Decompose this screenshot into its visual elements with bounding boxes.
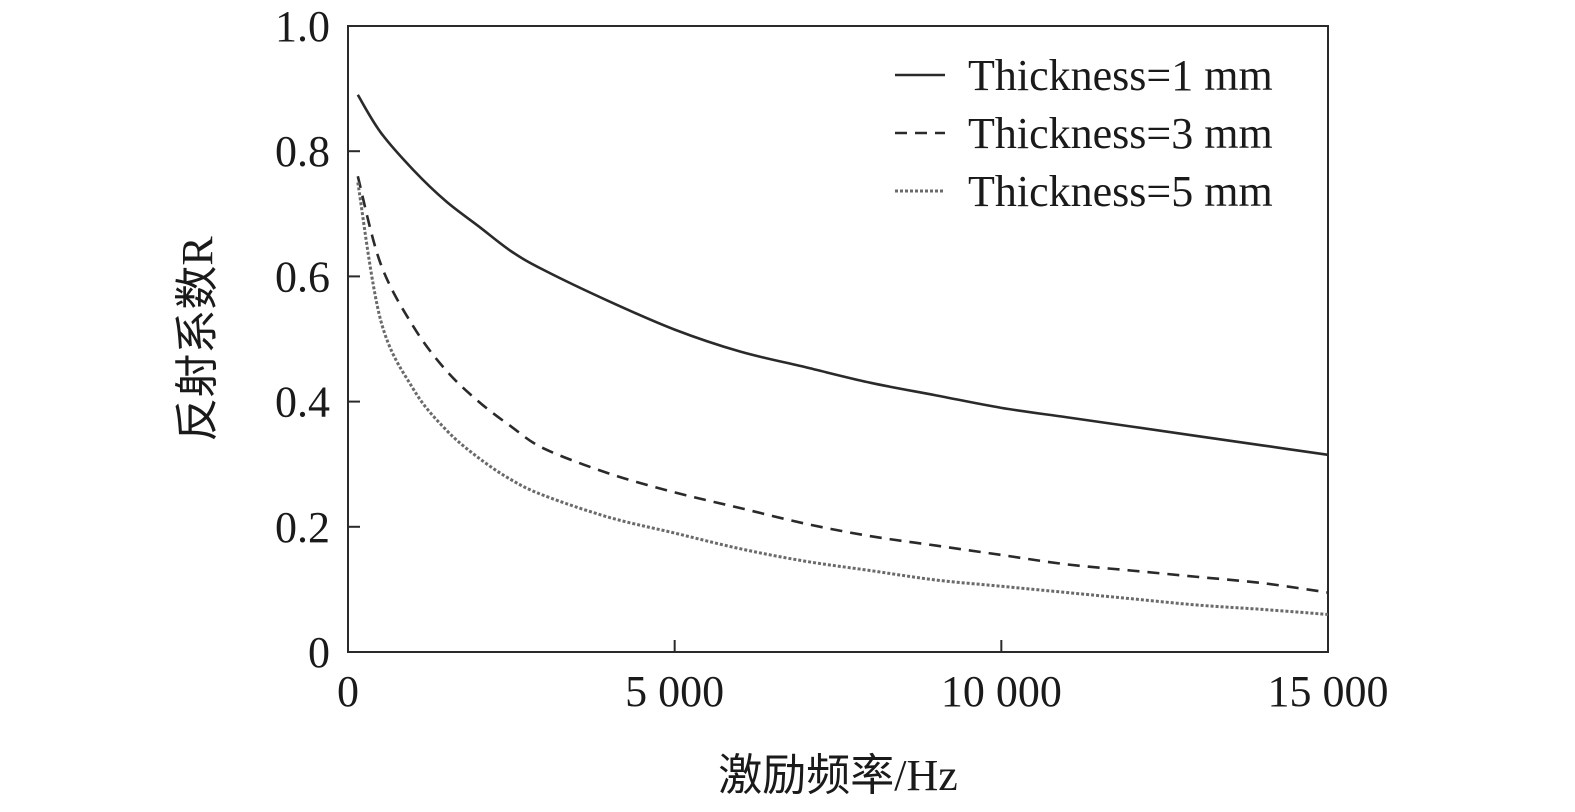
x-tick-label: 10 000 bbox=[941, 667, 1062, 716]
y-axis-title: 反射系数R bbox=[173, 236, 222, 442]
y-axis-title-group: 反射系数R bbox=[173, 236, 222, 442]
y-tick-label: 0 bbox=[308, 628, 330, 677]
y-tick-label: 0.6 bbox=[275, 252, 330, 301]
y-tick-label: 0.4 bbox=[275, 378, 330, 427]
series-line-1 bbox=[356, 94, 1329, 457]
x-tick-label: 15 000 bbox=[1268, 667, 1389, 716]
x-tick-label: 5 000 bbox=[625, 667, 724, 716]
y-axis-ticks: 0 0.2 0.4 0.6 0.8 1.0 bbox=[275, 2, 360, 677]
y-tick-label: 1.0 bbox=[275, 2, 330, 51]
x-axis-ticks: 0 5 000 10 000 15 000 bbox=[337, 640, 1389, 716]
legend-label-3: Thickness=5 mm bbox=[968, 167, 1273, 216]
legend-label-1: Thickness=1 mm bbox=[968, 51, 1273, 100]
x-tick-label: 0 bbox=[337, 667, 359, 716]
plot-frame bbox=[347, 25, 1329, 653]
series-line-3 bbox=[356, 182, 1329, 616]
legend: Thickness=1 mm Thickness=3 mm Thickness=5 … bbox=[895, 51, 1273, 216]
series-lines bbox=[356, 94, 1329, 616]
y-tick-label: 0.8 bbox=[275, 127, 330, 176]
series-line-2 bbox=[356, 175, 1329, 594]
legend-label-2: Thickness=3 mm bbox=[968, 109, 1273, 158]
y-tick-label: 0.2 bbox=[275, 503, 330, 552]
x-axis-title: 激励频率/Hz bbox=[718, 751, 958, 800]
